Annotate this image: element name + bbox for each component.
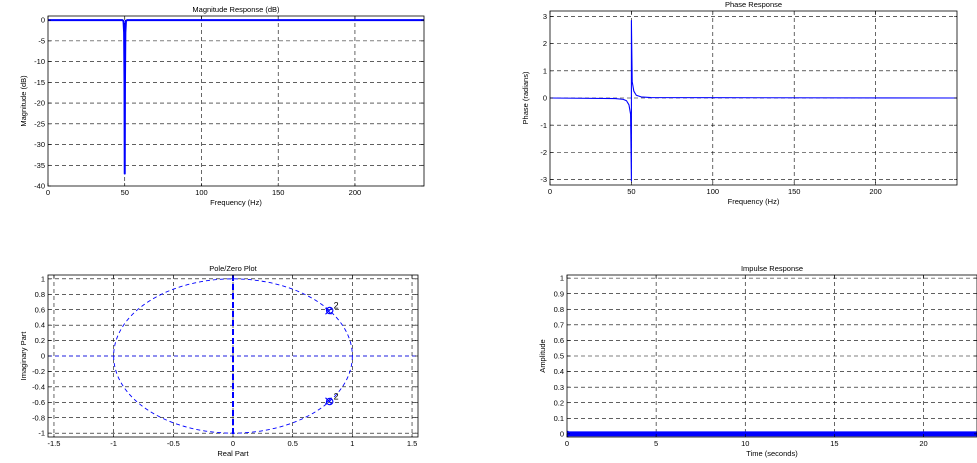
- magnitude-ytick-label: -35: [34, 161, 45, 170]
- phase-ytick-label: 1: [543, 66, 547, 75]
- magnitude-xtick-label: 100: [195, 188, 208, 197]
- polezero-ytick-label: 1: [41, 274, 45, 283]
- impulse-ylabel: Amplitude: [538, 339, 547, 372]
- phase-ytick-label: 2: [543, 39, 547, 48]
- magnitude-title: Magnitude Response (dB): [192, 5, 280, 14]
- phase-ylabel: Phase (radians): [521, 71, 530, 124]
- multiplicity-label: 2: [334, 300, 339, 310]
- impulse-ytick-label: 0.2: [554, 398, 564, 407]
- polezero-xtick-label: -0.5: [167, 439, 180, 448]
- impulse-title: Impulse Response: [741, 264, 803, 273]
- impulse-ytick-label: 1: [560, 274, 564, 283]
- impulse-ytick-label: 0.7: [554, 320, 564, 329]
- impulse-ytick-label: 0.5: [554, 352, 564, 361]
- impulse-xlabel: Time (seconds): [746, 449, 798, 458]
- polezero-ytick-label: 0.4: [35, 321, 45, 330]
- magnitude-ytick-label: -40: [34, 182, 45, 191]
- polezero-xtick-label: -1: [110, 439, 117, 448]
- impulse-ytick-label: 0.9: [554, 289, 564, 298]
- impulse-ytick-label: 0.4: [554, 367, 564, 376]
- phase-xtick-label: 0: [548, 187, 552, 196]
- phase-plot-content: [550, 19, 957, 182]
- magnitude-series-line: [48, 19, 424, 175]
- impulse-xtick-label: 0: [565, 439, 569, 448]
- magnitude-ytick-label: -30: [34, 140, 45, 149]
- phase-xtick-label: 200: [869, 187, 882, 196]
- polezero-ytick-label: -1: [38, 429, 45, 438]
- phase-ytick-label: -3: [540, 175, 547, 184]
- polezero-plot-content: [48, 275, 418, 437]
- magnitude-plot-area: [48, 16, 424, 186]
- polezero-xtick-label: 0.5: [287, 439, 297, 448]
- phase-xlabel: Frequency (Hz): [728, 197, 780, 206]
- phase-series-line: [550, 19, 957, 182]
- polezero-ytick-label: 0: [41, 352, 45, 361]
- phase-xtick-label: 50: [627, 187, 635, 196]
- magnitude-axes-frame: [47, 15, 425, 187]
- magnitude-panel: 0 50 100 150 200 0 -5 -10 -15 -20 -25 -30 -35 -40 Magn…: [19, 5, 425, 207]
- zero-marker: [325, 306, 334, 315]
- phase-xtick-label: 150: [788, 187, 801, 196]
- impulse-xtick-label: 15: [830, 439, 838, 448]
- magnitude-xtick-label: 50: [121, 188, 129, 197]
- magnitude-ytick-label: -15: [34, 78, 45, 87]
- polezero-xtick-label: 0: [231, 439, 235, 448]
- polezero-xtick-label: 1: [350, 439, 354, 448]
- magnitude-xtick-label: 150: [272, 188, 285, 197]
- magnitude-xtick-label: 200: [349, 188, 362, 197]
- polezero-ytick-label: -0.8: [32, 413, 45, 422]
- impulse-ytick-label: 0.3: [554, 383, 564, 392]
- polezero-title: Pole/Zero Plot: [209, 264, 257, 273]
- polezero-xtick-label: 1.5: [407, 439, 417, 448]
- impulse-ytick-label: 0: [560, 429, 564, 438]
- magnitude-ytick-label: -25: [34, 119, 45, 128]
- polezero-ylabel: Imaginary Part: [19, 331, 28, 381]
- multiplicity-label: 2: [334, 392, 339, 402]
- pole-marker: [325, 397, 332, 405]
- impulse-plot-content: [567, 430, 977, 437]
- impulse-xtick-label: 20: [919, 439, 927, 448]
- polezero-ytick-label: -0.4: [32, 382, 45, 391]
- phase-ytick-label: 3: [543, 12, 547, 21]
- phase-xtick-label: 100: [707, 187, 720, 196]
- phase-ytick-label: -1: [540, 121, 547, 130]
- phase-ytick-label: -2: [540, 148, 547, 157]
- zero-marker: [325, 397, 334, 406]
- polezero-panel: 22-1.5 -1 -0.5 0 0.5 1 1.510.80.60.40.20-0.2-0…: [19, 264, 419, 458]
- polezero-ytick-label: -0.6: [32, 398, 45, 407]
- magnitude-ylabel: Magnitude (dB): [19, 75, 28, 127]
- polezero-ytick-label: 0.6: [35, 305, 45, 314]
- impulse-panel: 0 5 10 15 20 1 0.9 0.8 0.7 0.6 0.5 0.4 0.3 0.2 0.1 0 Imp…: [538, 264, 977, 458]
- impulse-xtick-label: 5: [654, 439, 658, 448]
- pole-marker: [325, 307, 332, 315]
- magnitude-ytick-label: -20: [34, 99, 45, 108]
- magnitude-ytick-label: 0: [41, 16, 45, 25]
- magnitude-xtick-label: 0: [46, 188, 50, 197]
- polezero-xtick-label: -1.5: [47, 439, 60, 448]
- magnitude-ytick-label: -5: [38, 36, 45, 45]
- magnitude-plot-content: [48, 19, 424, 175]
- magnitude-xlabel: Frequency (Hz): [210, 198, 262, 207]
- polezero-ytick-label: 0.2: [35, 336, 45, 345]
- polezero-xlabel: Real Part: [217, 449, 249, 458]
- phase-title: Phase Response: [725, 0, 782, 9]
- impulse-xtick-label: 10: [741, 439, 749, 448]
- impulse-ytick-label: 0.1: [554, 414, 564, 423]
- phase-panel: 0 50 100 150 200 3 2 1 0 -1 -2 -3 Phase Response Freq…: [521, 0, 958, 206]
- polezero-ytick-label: -0.2: [32, 367, 45, 376]
- polezero-ytick-label: 0.8: [35, 290, 45, 299]
- magnitude-ytick-label: -10: [34, 57, 45, 66]
- impulse-ytick-label: 0.8: [554, 305, 564, 314]
- phase-ytick-label: 0: [543, 94, 547, 103]
- impulse-ytick-label: 0.6: [554, 336, 564, 345]
